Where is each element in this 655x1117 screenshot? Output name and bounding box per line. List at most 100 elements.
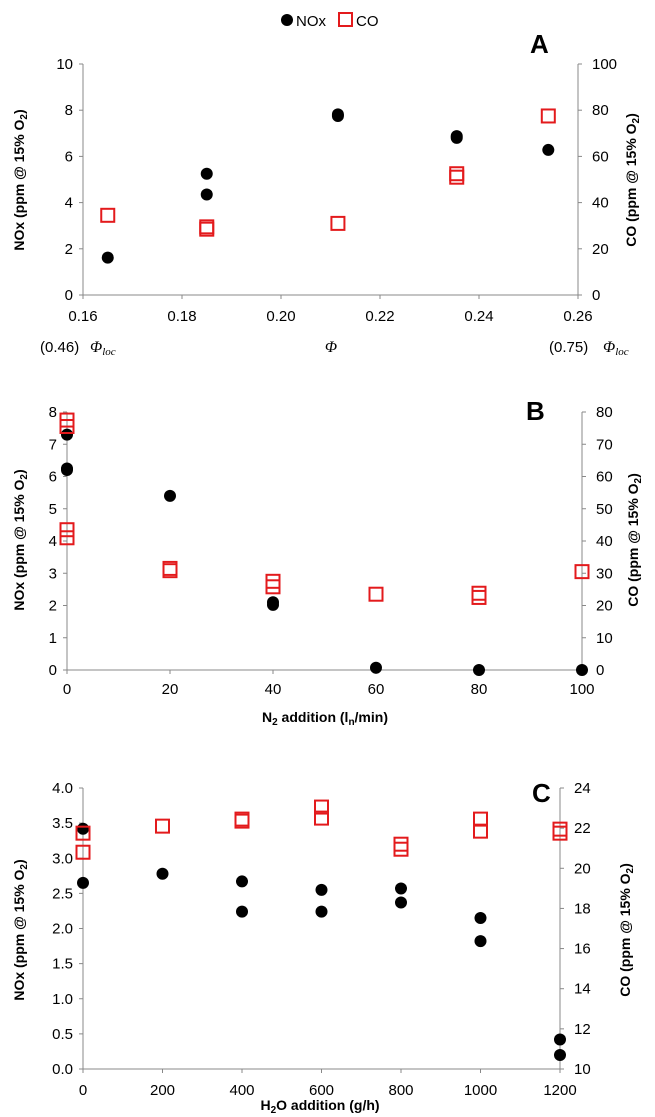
y-tick-label-right: 20: [596, 598, 613, 615]
x-tick-label: 0.16: [68, 308, 97, 325]
y-tick-label: 4: [65, 195, 73, 212]
co-point: [471, 585, 487, 601]
nox-point: [164, 489, 176, 502]
y-tick-label-right: 40: [592, 195, 609, 212]
x-tick-label: 1200: [543, 1082, 576, 1099]
x-tick-label: 400: [229, 1082, 254, 1099]
co-point: [162, 563, 178, 579]
co-point: [265, 573, 281, 589]
co-point: [234, 813, 250, 829]
co-point: [75, 844, 91, 860]
nox-point: [576, 664, 588, 676]
y-tick-label: 2: [65, 241, 73, 258]
co-point: [59, 522, 75, 538]
panel-c-y-label: NOx (ppm @ 15% O2): [11, 859, 30, 1000]
co-point: [540, 108, 556, 124]
panel-b-y-ticks-right: 0 10 20 30 40 50 60 70 80: [582, 404, 613, 679]
nox-point: [331, 108, 344, 121]
y-tick-label: 0.0: [52, 1061, 73, 1078]
svg-text:Φloc: Φloc: [603, 339, 629, 358]
y-tick-label-right: 16: [574, 941, 591, 958]
y-tick-label: 7: [49, 436, 57, 453]
panel-a-annotation-right: (0.75) Φloc: [549, 339, 629, 358]
co-point: [75, 825, 91, 841]
x-tick-label: 0.20: [266, 308, 295, 325]
y-tick-label: 3.5: [52, 815, 73, 832]
x-tick-label: 0: [79, 1082, 87, 1099]
nox-point: [200, 167, 213, 180]
y-tick-label-right: 0: [592, 287, 600, 304]
nox-point: [474, 935, 487, 948]
nox-point: [267, 598, 279, 611]
y-tick-label-right: 12: [574, 1021, 591, 1038]
panel-a-letter: A: [530, 29, 549, 59]
panel-b-y-label: NOx (ppm @ 15% O2): [11, 469, 30, 610]
co-point: [314, 799, 329, 815]
y-tick-label-right: 14: [574, 981, 591, 998]
y-tick-label-right: 24: [574, 780, 591, 797]
co-point: [330, 215, 346, 231]
y-tick-label-right: 20: [592, 241, 609, 258]
panel-b-nox-points: [61, 428, 588, 676]
nox-point: [236, 875, 248, 888]
y-tick-label-right: 10: [574, 1061, 591, 1078]
y-tick-label: 5: [49, 501, 57, 518]
panel-b-co-points: [59, 412, 590, 605]
y-tick-label-right: 30: [596, 565, 613, 582]
panel-b-y-ticks: 0 1 2 3 4 5 6 7 8: [49, 404, 67, 679]
y-tick-label-right: 50: [596, 501, 613, 518]
co-point: [449, 166, 465, 182]
nox-point: [200, 188, 213, 201]
co-point: [552, 825, 568, 841]
y-tick-label-right: 40: [596, 533, 613, 550]
panel-b-y-label-right: CO (ppm @ 15% O2): [625, 473, 644, 607]
y-tick-label: 1.5: [52, 956, 73, 973]
panel-c-x-ticks: 0 200 400 600 800 1000 1200: [79, 1069, 577, 1099]
y-tick-label: 2: [49, 598, 57, 615]
co-point: [393, 836, 409, 852]
co-point: [574, 564, 590, 580]
y-tick-label: 3.0: [52, 850, 73, 867]
panel-c-y-label-right: CO (ppm @ 15% O2): [617, 863, 636, 997]
nox-point: [370, 661, 382, 674]
x-tick-label: 0.24: [464, 308, 493, 325]
nox-point: [77, 822, 89, 835]
x-tick-label: 40: [265, 681, 282, 698]
co-point: [368, 586, 384, 602]
nox-point: [450, 130, 463, 143]
co-point: [473, 823, 488, 839]
x-tick-label: 20: [162, 681, 179, 698]
y-tick-label-right: 70: [596, 436, 613, 453]
y-tick-label: 3: [49, 565, 57, 582]
panel-b-x-ticks: 0 20 40 60 80 100: [63, 670, 595, 698]
co-point: [59, 419, 75, 435]
nox-point: [474, 911, 487, 924]
legend-nox-label: NOx: [296, 13, 327, 30]
nox-point: [395, 896, 407, 909]
y-tick-label: 1.0: [52, 991, 73, 1008]
legend-nox-marker: [281, 14, 293, 26]
nox-point: [156, 867, 169, 880]
y-tick-label: 2.5: [52, 885, 73, 902]
y-tick-label: 10: [56, 56, 73, 73]
x-tick-label: 60: [368, 681, 385, 698]
co-point: [100, 207, 116, 223]
nox-point: [554, 1033, 566, 1046]
legend-co-marker: [338, 12, 353, 27]
panel-a-nox-points: [101, 108, 555, 264]
panel-a-x-label: Φ: [325, 339, 337, 356]
nox-point: [77, 876, 89, 889]
panel-a-y-label-right: CO (ppm @ 15% O2): [623, 113, 642, 247]
y-tick-label: 1: [49, 630, 57, 647]
panel-c-co-points: [75, 799, 568, 860]
nox-point: [315, 905, 328, 918]
co-point: [155, 818, 170, 834]
panel-b-x-label: N2 addition (ln/min): [262, 709, 388, 728]
panel-a-x-ticks: 0.16 0.18 0.20 0.22 0.24 0.26: [68, 295, 593, 325]
svg-text:Φloc: Φloc: [90, 339, 116, 358]
nox-point: [315, 883, 328, 896]
y-tick-label: 0: [65, 287, 73, 304]
nox-point: [101, 251, 114, 264]
nox-point: [542, 143, 555, 156]
